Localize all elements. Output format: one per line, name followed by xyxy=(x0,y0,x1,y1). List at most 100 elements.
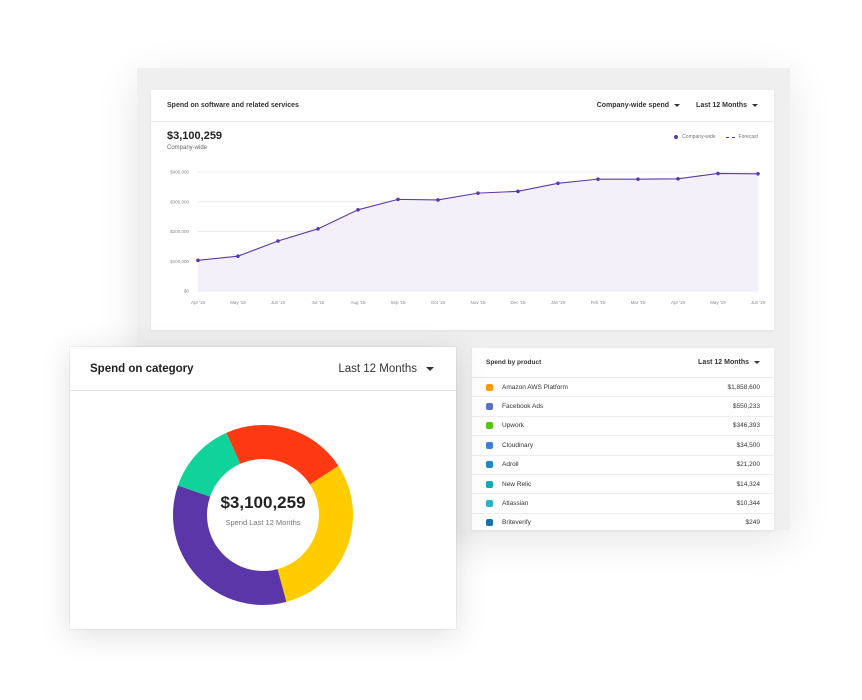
spend-chart-header: Spend on software and related services C… xyxy=(151,90,774,122)
product-period-dropdown[interactable]: Last 12 Months xyxy=(698,359,760,366)
upwork-icon xyxy=(486,422,493,430)
data-point[interactable] xyxy=(436,198,440,202)
product-row[interactable]: Facebook Ads $550,233 xyxy=(472,397,774,417)
product-row[interactable]: New Relic $14,324 xyxy=(472,475,774,495)
legend-item-company[interactable]: Company-wide xyxy=(674,134,716,140)
product-name: Adroll xyxy=(502,461,519,469)
product-amount: $14,324 xyxy=(736,480,761,488)
x-tick-label: Nov '18 xyxy=(470,300,486,305)
x-tick-label: Oct '18 xyxy=(431,300,446,305)
y-tick-label: $400,000 xyxy=(170,170,189,175)
product-amount: $550,233 xyxy=(732,403,760,411)
x-tick-label: Jun '19 xyxy=(751,300,766,305)
facebook-ads-icon xyxy=(486,403,493,411)
donut-segment[interactable] xyxy=(226,425,339,485)
data-point[interactable] xyxy=(196,258,200,263)
atlassian-icon xyxy=(486,500,493,508)
donut-center-value: $3,100,259 xyxy=(220,493,306,512)
legend-label: Company-wide xyxy=(682,134,716,140)
legend-dash-icon xyxy=(725,136,735,138)
donut-segment[interactable] xyxy=(173,485,287,605)
product-amount: $1,858,600 xyxy=(727,383,760,391)
product-row[interactable]: Adroll $21,200 xyxy=(472,456,774,475)
legend-dot-icon xyxy=(674,135,679,139)
data-point[interactable] xyxy=(316,227,320,231)
y-tick-label: $0 xyxy=(184,289,190,294)
product-card-title: Spend by product xyxy=(486,359,542,366)
product-amount: $34,500 xyxy=(736,441,761,449)
product-name: Cloudinary xyxy=(502,441,534,449)
chevron-down-icon xyxy=(752,104,758,107)
scope-dropdown[interactable]: Company-wide spend xyxy=(596,102,681,109)
data-point[interactable] xyxy=(676,177,680,181)
product-name: Briteverify xyxy=(502,519,531,527)
product-amount: $10,344 xyxy=(736,500,761,508)
data-point[interactable] xyxy=(396,197,400,202)
product-card-header: Spend by product Last 12 Months xyxy=(472,348,774,378)
product-label-group: Upwork xyxy=(486,422,525,430)
product-label-group: Briteverify xyxy=(486,519,531,527)
product-label-group: Atlassian xyxy=(486,500,529,508)
x-tick-label: Feb '19 xyxy=(591,300,606,305)
data-point[interactable] xyxy=(636,177,640,181)
product-name: Facebook Ads xyxy=(502,403,544,411)
product-label-group: Cloudinary xyxy=(486,441,534,449)
spend-chart-card: Spend on software and related services C… xyxy=(151,90,774,330)
product-amount: $346,393 xyxy=(732,422,760,430)
data-point[interactable] xyxy=(556,181,560,186)
product-amount: $249 xyxy=(745,519,760,527)
data-point[interactable] xyxy=(356,207,360,212)
chart-legend: Company-wide Forecast xyxy=(674,134,758,140)
y-tick-label: $200,000 xyxy=(170,229,189,234)
x-tick-label: Apr '19 xyxy=(671,300,686,305)
product-row[interactable]: Amazon AWS Platform $1,858,600 xyxy=(472,378,774,398)
data-point[interactable] xyxy=(516,189,520,194)
category-card-title: Spend on category xyxy=(90,362,194,375)
category-period-label: Last 12 Months xyxy=(338,362,417,375)
series-area xyxy=(198,173,758,291)
new-relic-icon xyxy=(486,480,493,488)
product-period-label: Last 12 Months xyxy=(698,359,749,366)
product-list: Amazon AWS Platform $1,858,600 Facebook Ad… xyxy=(472,378,774,530)
product-name: Amazon AWS Platform xyxy=(502,383,568,391)
scope-dropdown-label: Company-wide spend xyxy=(596,102,670,109)
x-tick-label: Apr '18 xyxy=(191,300,206,305)
x-tick-label: Mar '19 xyxy=(631,300,646,305)
donut-segment[interactable] xyxy=(177,432,241,497)
product-row[interactable]: Briteverify $249 xyxy=(472,514,774,530)
y-tick-label: $100,000 xyxy=(170,259,189,264)
product-name: Atlassian xyxy=(502,500,529,508)
adroll-icon xyxy=(486,461,493,469)
donut-segment[interactable] xyxy=(277,465,353,602)
x-tick-label: May '18 xyxy=(230,300,246,305)
donut-center-label: Spend Last 12 Months xyxy=(225,518,301,527)
legend-item-forecast[interactable]: Forecast xyxy=(725,134,758,140)
data-point[interactable] xyxy=(596,177,600,181)
x-tick-label: Sep '18 xyxy=(390,300,406,305)
category-period-dropdown[interactable]: Last 12 Months xyxy=(338,363,434,375)
product-label-group: Facebook Ads xyxy=(486,403,544,411)
data-point[interactable] xyxy=(276,239,280,243)
product-row[interactable]: Cloudinary $34,500 xyxy=(472,436,774,456)
y-tick-label: $300,000 xyxy=(170,199,189,204)
aws-icon xyxy=(486,383,493,391)
x-tick-label: Jun '18 xyxy=(271,300,286,305)
product-label-group: Amazon AWS Platform xyxy=(486,383,568,391)
data-point[interactable] xyxy=(716,171,720,176)
product-row[interactable]: Upwork $346,393 xyxy=(472,417,774,437)
category-spend-card: Spend on category Last 12 Months $3,100,… xyxy=(70,347,456,629)
period-dropdown-label: Last 12 Months xyxy=(696,102,747,109)
legend-label: Forecast xyxy=(738,134,758,140)
product-name: Upwork xyxy=(502,422,525,430)
data-point[interactable] xyxy=(476,191,480,195)
x-tick-label: Aug '18 xyxy=(350,300,366,305)
x-tick-label: May '19 xyxy=(710,300,726,305)
product-spend-card: Spend by product Last 12 Months Amazon A… xyxy=(472,348,774,530)
product-row[interactable]: Atlassian $10,344 xyxy=(472,494,774,514)
data-point[interactable] xyxy=(236,254,240,258)
data-point[interactable] xyxy=(756,171,760,176)
period-dropdown[interactable]: Last 12 Months xyxy=(696,102,758,109)
chevron-down-icon xyxy=(674,104,681,107)
x-tick-label: Dec '18 xyxy=(510,300,526,305)
briteverify-icon xyxy=(486,519,493,527)
